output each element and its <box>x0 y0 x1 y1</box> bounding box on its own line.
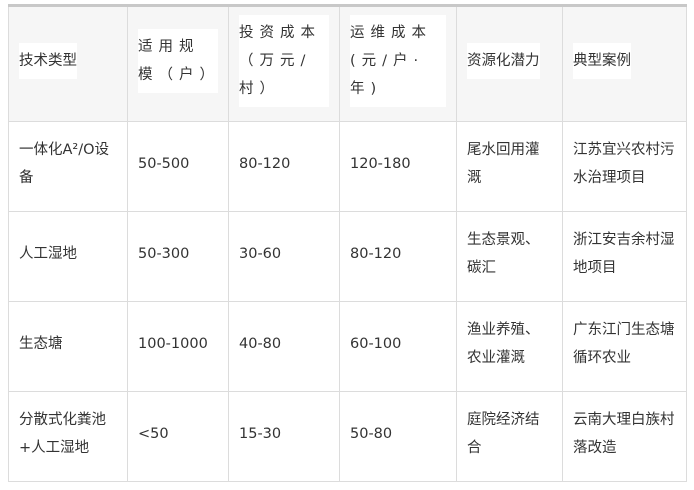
technology-comparison-table: 技术类型 适用规模（户） 投资成本（万元/村） 运维成本(元/户·年) 资源化潜… <box>8 4 687 482</box>
cell-investment-cost: 40-80 <box>228 301 340 392</box>
cell-tech-type: 人工湿地 <box>8 211 128 302</box>
cell-investment-cost: 30-60 <box>228 211 340 302</box>
header-typical-case: 典型案例 <box>562 5 687 122</box>
header-operating-cost: 运维成本(元/户·年) <box>339 5 457 122</box>
cell-resource-potential: 渔业养殖、农业灌溉 <box>456 301 563 392</box>
cell-typical-case: 云南大理白族村落改造 <box>562 391 687 482</box>
cell-investment-cost: 15-30 <box>228 391 340 482</box>
cell-investment-cost: 80-120 <box>228 121 340 212</box>
header-investment-cost: 投资成本（万元/村） <box>228 5 340 122</box>
header-tech-type: 技术类型 <box>8 5 128 122</box>
table-row: 人工湿地 50-300 30-60 80-120 生态景观、碳汇 浙江安吉余村湿地项目 <box>8 211 687 302</box>
table-row: 一体化A²/O设备 50-500 80-120 120-180 尾水回用灌溉 江苏宜兴农村… <box>8 121 687 212</box>
cell-typical-case: 江苏宜兴农村污水治理项目 <box>562 121 687 212</box>
cell-resource-potential: 尾水回用灌溉 <box>456 121 563 212</box>
cell-scale: 50-300 <box>127 211 229 302</box>
cell-scale: 100-1000 <box>127 301 229 392</box>
cell-resource-potential: 庭院经济结合 <box>456 391 563 482</box>
cell-scale: <50 <box>127 391 229 482</box>
cell-tech-type: 一体化A²/O设备 <box>8 121 128 212</box>
cell-operating-cost: 120-180 <box>339 121 457 212</box>
cell-operating-cost: 60-100 <box>339 301 457 392</box>
table-header-row: 技术类型 适用规模（户） 投资成本（万元/村） 运维成本(元/户·年) 资源化潜… <box>8 5 687 122</box>
cell-operating-cost: 80-120 <box>339 211 457 302</box>
table-row: 分散式化粪池+人工湿地 <50 15-30 50-80 庭院经济结合 云南大理白族村落改造 <box>8 391 687 482</box>
cell-scale: 50-500 <box>127 121 229 212</box>
cell-typical-case: 浙江安吉余村湿地项目 <box>562 211 687 302</box>
cell-resource-potential: 生态景观、碳汇 <box>456 211 563 302</box>
cell-tech-type: 生态塘 <box>8 301 128 392</box>
table-row: 生态塘 100-1000 40-80 60-100 渔业养殖、农业灌溉 广东江门生态塘循环… <box>8 301 687 392</box>
cell-operating-cost: 50-80 <box>339 391 457 482</box>
header-scale: 适用规模（户） <box>127 5 229 122</box>
cell-tech-type: 分散式化粪池+人工湿地 <box>8 391 128 482</box>
cell-typical-case: 广东江门生态塘循环农业 <box>562 301 687 392</box>
header-resource-potential: 资源化潜力 <box>456 5 563 122</box>
